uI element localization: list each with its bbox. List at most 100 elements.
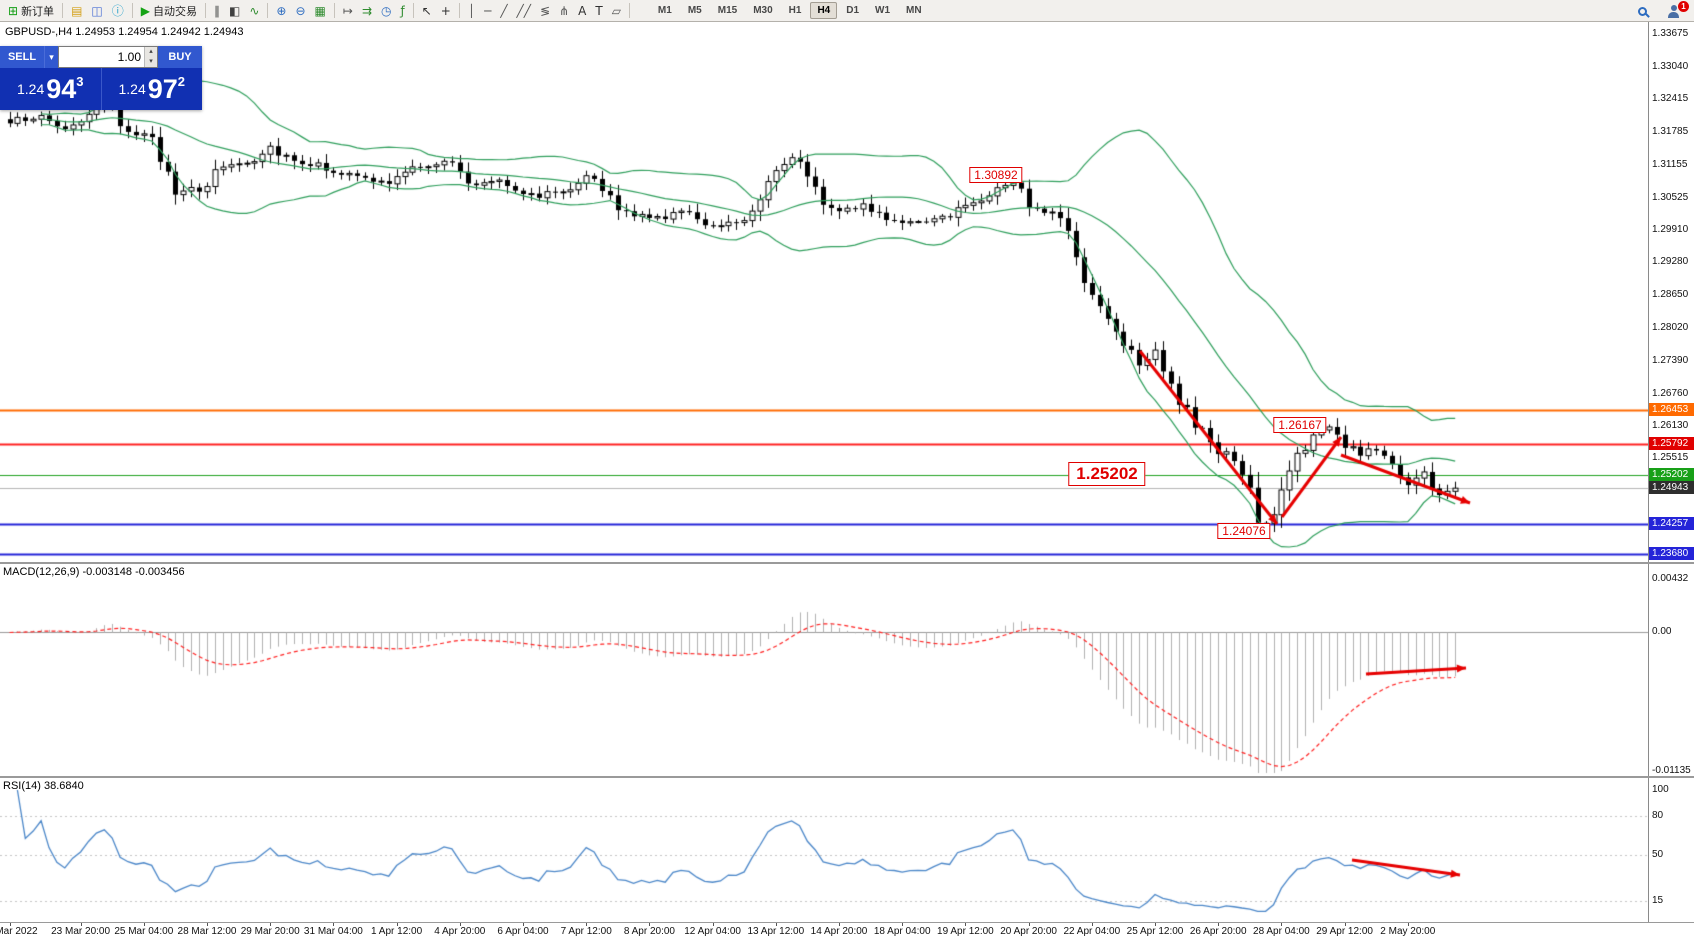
timeframe-m30-button[interactable]: M30 — [753, 5, 773, 16]
notifications-button[interactable]: 1 — [1663, 1, 1689, 20]
volume-increase-button[interactable]: ▴ — [145, 47, 157, 57]
price-annotation[interactable]: 1.25202 — [1068, 462, 1146, 486]
price-axis-tick: 1.26130 — [1652, 420, 1689, 432]
chart-symbol-title: GBPUSD-,H4 1.24953 1.24954 1.24942 1.249… — [5, 26, 244, 38]
new-order-button-label: 新订单 — [21, 5, 55, 18]
time-axis-label: 25 Apr 12:00 — [1126, 926, 1184, 937]
time-axis-tick — [270, 923, 272, 926]
time-axis-tick — [80, 923, 82, 926]
price-axis-tick: 1.26760 — [1652, 387, 1689, 399]
price-annotation[interactable]: 1.30892 — [969, 167, 1023, 183]
timeframe-h1-button[interactable]: H1 — [788, 5, 802, 16]
vertical-line-button[interactable]: │ — [464, 2, 479, 20]
channel-button[interactable]: ╱╱ — [513, 2, 535, 20]
vertical-line-icon: │ — [467, 3, 476, 18]
timeframe-m15-button[interactable]: M15 — [717, 5, 738, 16]
sell-price-button[interactable]: 1.24 94 3 — [0, 68, 102, 110]
price-axis[interactable]: 1.33675 1.33040 1.32415 1.31785 1.31155 1.305… — [1648, 22, 1694, 562]
price-axis-tick: 1.29280 — [1652, 256, 1689, 268]
price-axis-tick: 1.33040 — [1652, 60, 1689, 72]
price-axis-tick: 1.30525 — [1652, 191, 1689, 203]
zoom-in-button[interactable]: ⊕ — [272, 2, 290, 20]
bar-chart-button[interactable]: ∥ — [210, 2, 224, 20]
horizontal-line-icon: ─ — [484, 3, 492, 18]
volume-spinner: ▴ ▾ — [144, 47, 157, 67]
time-axis-label: 2 May 20:00 — [1380, 926, 1436, 937]
sell-button[interactable]: SELL — [0, 46, 44, 68]
time-axis-tick — [649, 923, 651, 926]
info-button[interactable]: ⓘ — [108, 2, 128, 20]
price-annotation[interactable]: 1.26167 — [1273, 417, 1327, 433]
timeframe-h4-button[interactable]: H4 — [810, 2, 838, 19]
horizontal-line-button[interactable]: ─ — [480, 2, 495, 20]
toolbar-separator — [458, 3, 460, 18]
shapes-icon: ▱ — [611, 3, 621, 18]
timeframe-w1-button[interactable]: W1 — [875, 5, 891, 16]
time-axis-label: 28 Apr 04:00 — [1253, 926, 1310, 937]
indicators-button[interactable]: ƒ — [396, 2, 408, 20]
chart-shift-button[interactable]: ↦ — [339, 2, 357, 20]
trendline-button[interactable]: ╱ — [496, 2, 511, 20]
auto-scroll-button[interactable]: ⇉ — [358, 2, 376, 20]
price-axis-tick: 1.31785 — [1652, 125, 1689, 137]
timeframe-m5-button[interactable]: M5 — [687, 5, 702, 16]
time-axis-label: 7 Apr 12:00 — [560, 926, 612, 937]
rsi-axis[interactable]: 100 80 50 15 — [1648, 778, 1694, 922]
sell-price-prefix: 1.24 — [16, 81, 45, 97]
toolbar-separator — [267, 3, 269, 18]
price-axis-tick: 1.25515 — [1652, 452, 1689, 464]
time-axis-tick — [143, 923, 145, 926]
cursor-button[interactable]: ↖ — [418, 2, 436, 20]
rsi-axis-label: 100 — [1652, 784, 1669, 795]
shapes-button[interactable]: ▱ — [608, 2, 625, 20]
refresh-icon: ◷ — [381, 3, 392, 18]
line-chart-button[interactable]: ∿ — [245, 2, 263, 20]
rsi-canvas[interactable] — [0, 778, 1648, 922]
toolbar-separator — [205, 3, 206, 18]
time-axis-label: 22 Apr 04:00 — [1063, 926, 1121, 937]
candlestick-chart-button[interactable]: ◧ — [225, 2, 244, 20]
volume-input[interactable] — [59, 47, 144, 67]
time-axis-tick — [207, 923, 208, 926]
time-axis-tick — [9, 923, 11, 926]
fibonacci-button[interactable]: ≶ — [536, 2, 554, 20]
bar-chart-icon: ∥ — [214, 3, 220, 18]
text-button[interactable]: A — [574, 2, 590, 20]
timeframe-d1-button[interactable]: D1 — [846, 5, 860, 16]
pitchfork-button[interactable]: ⋔ — [555, 2, 573, 20]
new-order-button[interactable]: ⊞ 新订单 — [4, 2, 58, 20]
price-axis-tick: 1.28020 — [1652, 321, 1689, 333]
crosshair-icon: + — [440, 3, 451, 18]
tile-windows-button[interactable]: ▦ — [311, 2, 330, 20]
refresh-button[interactable]: ◷ — [377, 2, 395, 20]
zoom-out-button[interactable]: ⊖ — [291, 2, 309, 20]
macd-canvas[interactable] — [0, 564, 1648, 776]
trade-prices-row: 1.24 94 3 1.24 97 2 — [0, 68, 202, 110]
macd-axis[interactable]: 0.00432 0.00 -0.01135 — [1648, 564, 1694, 776]
window-layout-button[interactable]: ◫ — [87, 2, 106, 20]
profiles-button[interactable]: ▤ — [67, 2, 86, 20]
timeframe-mn-button[interactable]: MN — [906, 5, 922, 16]
user-icon — [1667, 4, 1680, 18]
label-button[interactable]: T — [591, 2, 606, 20]
price-annotation[interactable]: 1.24076 — [1217, 523, 1271, 539]
timeframe-m1-button[interactable]: M1 — [657, 5, 672, 16]
time-axis-label: 19 Apr 12:00 — [937, 926, 994, 937]
volume-decrease-button[interactable]: ▾ — [145, 57, 157, 67]
label-icon: T — [595, 3, 603, 18]
volume-dropdown-button[interactable]: ▾ — [44, 46, 58, 68]
rsi-axis-label: 50 — [1652, 849, 1664, 860]
search-button[interactable] — [1634, 2, 1651, 20]
rsi-axis-label: 15 — [1652, 894, 1664, 906]
price-level-badge: 1.24943 — [1649, 481, 1694, 495]
price-chart-canvas[interactable] — [0, 22, 1648, 562]
time-axis-label: 23 Mar 20:00 — [51, 926, 111, 937]
time-axis-label: 29 Apr 12:00 — [1316, 926, 1373, 937]
buy-button[interactable]: BUY — [158, 46, 202, 68]
toolbar-separator — [131, 3, 133, 18]
buy-price-button[interactable]: 1.24 97 2 — [102, 68, 203, 110]
time-axis-tick — [965, 923, 967, 926]
autotrading-button[interactable]: ▶ 自动交易 — [137, 2, 201, 20]
crosshair-button[interactable]: + — [437, 2, 455, 20]
